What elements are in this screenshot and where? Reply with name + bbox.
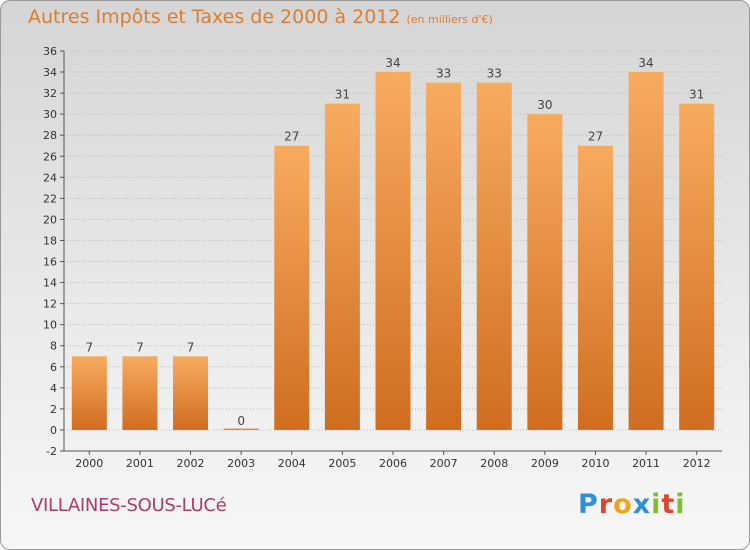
x-tick-label: 2000 <box>75 457 103 470</box>
y-tick-label: 0 <box>50 424 57 437</box>
bar <box>476 82 512 430</box>
y-tick-label: 4 <box>50 382 57 395</box>
y-tick-label: 16 <box>43 256 57 269</box>
proxiti-logo[interactable]: Proxiti <box>578 489 686 520</box>
y-tick-label: 18 <box>43 234 57 247</box>
data-label: 27 <box>284 130 299 144</box>
y-tick-label: -2 <box>46 445 57 458</box>
x-tick-label: 2009 <box>531 457 559 470</box>
logo-letter: i <box>675 489 686 520</box>
y-tick-label: 28 <box>43 129 57 142</box>
bar <box>679 103 715 430</box>
bar <box>426 82 462 430</box>
y-tick-label: 14 <box>43 277 57 290</box>
data-label: 30 <box>537 98 552 112</box>
y-tick-label: 6 <box>50 361 57 374</box>
logo-letter: t <box>661 489 676 520</box>
bar <box>173 356 209 430</box>
x-tick-label: 2008 <box>480 457 508 470</box>
chart-title-unit: (en milliers d'€) <box>406 13 493 26</box>
chart-title-main: Autres Impôts et Taxes de 2000 à 2012 <box>28 6 401 28</box>
logo-letter: o <box>613 489 633 520</box>
commune-name: VILLAINES-SOUS-LUCé <box>31 495 227 516</box>
y-tick-label: 24 <box>43 171 57 184</box>
bar <box>628 72 664 430</box>
bar <box>71 356 107 430</box>
y-tick-label: 2 <box>50 403 57 416</box>
bar <box>577 145 613 430</box>
y-tick-label: 26 <box>43 150 57 163</box>
data-label: 31 <box>689 88 704 102</box>
x-tick-label: 2011 <box>632 457 660 470</box>
x-tick-label: 2002 <box>177 457 205 470</box>
data-label: 33 <box>436 67 451 81</box>
bar <box>375 72 411 430</box>
bar <box>274 145 310 430</box>
logo-letter: i <box>651 489 662 520</box>
bar <box>527 114 563 430</box>
y-tick-label: 8 <box>50 340 57 353</box>
y-tick-label: 22 <box>43 192 57 205</box>
logo-letter: P <box>578 489 599 520</box>
x-tick-label: 2003 <box>227 457 255 470</box>
logo-letter: x <box>632 489 652 520</box>
y-tick-label: 32 <box>43 87 57 100</box>
bar <box>122 356 158 430</box>
x-tick-label: 2001 <box>126 457 154 470</box>
x-tick-label: 2007 <box>430 457 458 470</box>
y-tick-label: 34 <box>43 66 57 79</box>
data-labels: 7 7 7 0 27 31 34 33 33 30 27 34 31 <box>85 56 704 428</box>
y-tick-label: 20 <box>43 213 57 226</box>
logo-letter: r <box>598 489 614 520</box>
x-tick-label: 2012 <box>683 457 711 470</box>
data-label: 33 <box>487 67 502 81</box>
chart-title: Autres Impôts et Taxes de 2000 à 2012 (en… <box>28 6 493 28</box>
x-tick-label: 2004 <box>278 457 306 470</box>
x-tick-label: 2006 <box>379 457 407 470</box>
data-label: 0 <box>237 414 245 428</box>
data-label: 7 <box>136 340 144 354</box>
y-tick-label: 12 <box>43 298 57 311</box>
x-tick-label: 2005 <box>328 457 356 470</box>
data-label: 7 <box>187 340 195 354</box>
y-tick-label: 30 <box>43 108 57 121</box>
bar <box>324 103 360 430</box>
y-tick-label: 10 <box>43 319 57 332</box>
y-tick-label: 36 <box>43 45 57 58</box>
data-label: 34 <box>638 56 653 70</box>
bar <box>223 428 259 430</box>
x-tick-label: 2010 <box>581 457 609 470</box>
data-label: 27 <box>588 130 603 144</box>
data-label: 7 <box>85 340 93 354</box>
bars <box>71 72 715 430</box>
data-label: 31 <box>335 88 350 102</box>
data-label: 34 <box>385 56 400 70</box>
